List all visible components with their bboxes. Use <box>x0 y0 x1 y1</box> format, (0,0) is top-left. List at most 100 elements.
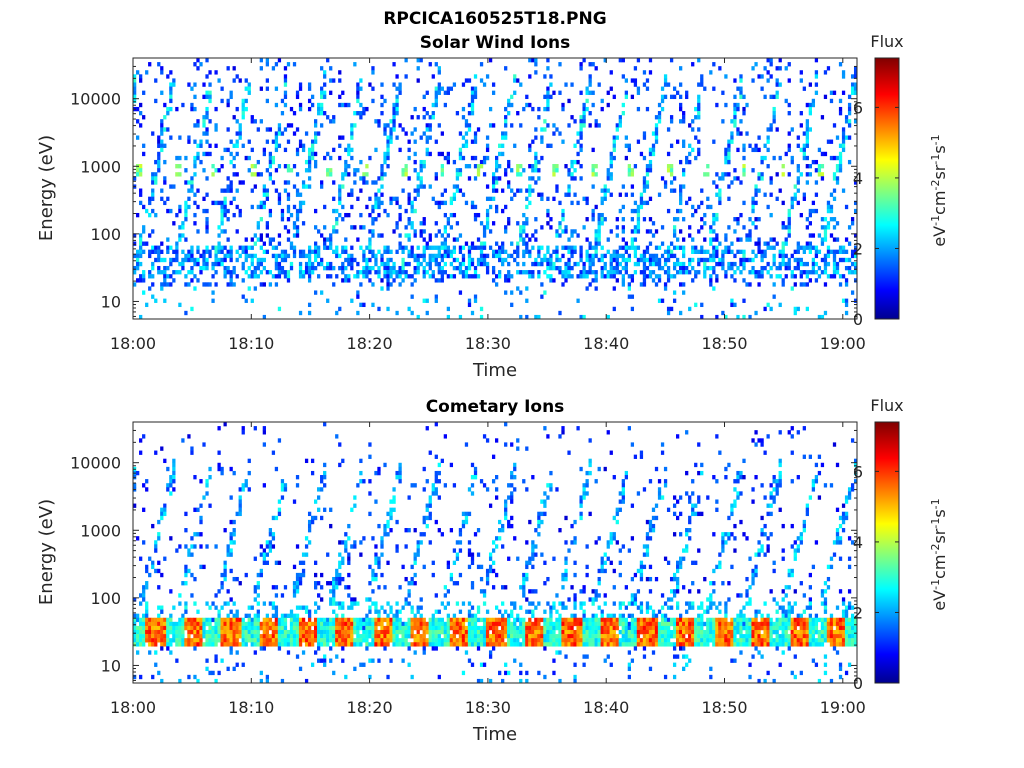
heatmap-cell <box>181 249 185 254</box>
heatmap-cell <box>639 204 644 210</box>
heatmap-cell <box>407 625 411 631</box>
heatmap-cell <box>682 143 686 148</box>
heatmap-cell <box>485 74 490 79</box>
heatmap-cell <box>733 302 737 308</box>
heatmap-cell <box>446 151 450 157</box>
heatmap-cell <box>706 249 710 254</box>
heatmap-cell <box>455 552 460 557</box>
heatmap-cell <box>142 90 146 95</box>
heatmap-cell <box>265 540 269 545</box>
heatmap-cell <box>443 225 447 230</box>
heatmap-cell <box>323 74 327 79</box>
heatmap-cell <box>401 265 405 271</box>
heatmap-cell <box>181 233 185 238</box>
heatmap-cell <box>295 629 300 635</box>
heatmap-cell <box>332 119 336 124</box>
heatmap-cell <box>307 82 312 87</box>
heatmap-cell <box>223 617 227 623</box>
heatmap-cell <box>495 155 499 161</box>
heatmap-cell <box>344 674 348 680</box>
heatmap-cell <box>314 208 318 214</box>
heatmap-cell <box>226 249 230 254</box>
heatmap-cell <box>332 282 336 287</box>
heatmap-cell <box>470 634 475 639</box>
heatmap-cell <box>485 155 490 161</box>
heatmap-cell <box>697 204 701 210</box>
heatmap-cell <box>461 135 466 140</box>
heatmap-cell <box>697 261 701 267</box>
heatmap-cell <box>148 286 152 291</box>
heatmap-cell <box>341 184 345 189</box>
heatmap-cell <box>495 208 499 214</box>
heatmap-cell <box>190 253 194 259</box>
heatmap-cell <box>534 217 538 222</box>
heatmap-cell <box>274 605 279 610</box>
heatmap-cell <box>679 282 683 287</box>
heatmap-cell <box>160 127 164 132</box>
heatmap-cell <box>407 192 411 197</box>
heatmap-cell <box>371 98 375 104</box>
heatmap-cell <box>335 217 339 222</box>
heatmap-cell <box>479 62 484 67</box>
heatmap-cell <box>277 511 282 517</box>
heatmap-cell <box>443 229 447 234</box>
heatmap-cell <box>757 188 761 193</box>
heatmap-cell <box>522 106 526 112</box>
heatmap-cell <box>473 629 478 635</box>
heatmap-cell <box>428 642 432 647</box>
heatmap-cell <box>546 90 550 95</box>
heatmap-cell <box>787 221 791 226</box>
heatmap-cell <box>389 135 393 140</box>
heatmap-cell <box>295 208 300 214</box>
heatmap-cell <box>642 184 647 189</box>
heatmap-cell <box>298 310 303 316</box>
heatmap-cell <box>314 265 318 271</box>
heatmap-cell <box>199 564 203 570</box>
heatmap-cell <box>482 253 487 259</box>
heatmap-cell <box>220 261 224 267</box>
heatmap-cell <box>615 261 619 267</box>
heatmap-cell <box>570 164 574 169</box>
heatmap-cell <box>344 532 348 537</box>
heatmap-cell <box>853 233 858 238</box>
heatmap-cell <box>476 605 481 610</box>
heatmap-cell <box>467 176 472 181</box>
heatmap-cell <box>368 564 372 570</box>
heatmap-cell <box>416 634 420 639</box>
heatmap-cell <box>172 221 176 226</box>
heatmap-cell <box>401 658 405 663</box>
heatmap-cell <box>286 123 291 128</box>
heatmap-cell <box>504 617 508 623</box>
heatmap-cell <box>663 94 668 100</box>
heatmap-cell <box>495 617 499 623</box>
heatmap-cell <box>214 625 218 631</box>
heatmap-cell <box>579 115 583 120</box>
heatmap-cell <box>271 139 276 144</box>
heatmap-cell <box>853 86 858 91</box>
heatmap-cell <box>392 111 396 116</box>
heatmap-cell <box>365 621 369 627</box>
heatmap-cell <box>329 233 333 238</box>
heatmap-cell <box>440 274 444 279</box>
heatmap-cell <box>265 58 269 63</box>
heatmap-cell <box>763 155 767 161</box>
heatmap-cell <box>395 642 399 647</box>
heatmap-cell <box>431 257 435 263</box>
heatmap-cell <box>323 629 327 635</box>
heatmap-cell <box>416 184 420 189</box>
heatmap-cell <box>329 261 333 267</box>
heatmap-cell <box>419 634 423 639</box>
heatmap-cell <box>187 552 191 557</box>
heatmap-cell <box>145 302 149 308</box>
heatmap-cell <box>455 638 460 643</box>
heatmap-cell <box>172 184 176 189</box>
heatmap-cell <box>422 249 426 254</box>
heatmap-cell <box>220 86 224 91</box>
heatmap-cell <box>362 302 366 308</box>
heatmap-cell <box>470 552 475 557</box>
heatmap-cell <box>226 188 230 193</box>
heatmap-cell <box>310 621 315 627</box>
heatmap-cell <box>178 237 182 242</box>
heatmap-cell <box>772 294 776 299</box>
heatmap-cell <box>314 499 318 504</box>
